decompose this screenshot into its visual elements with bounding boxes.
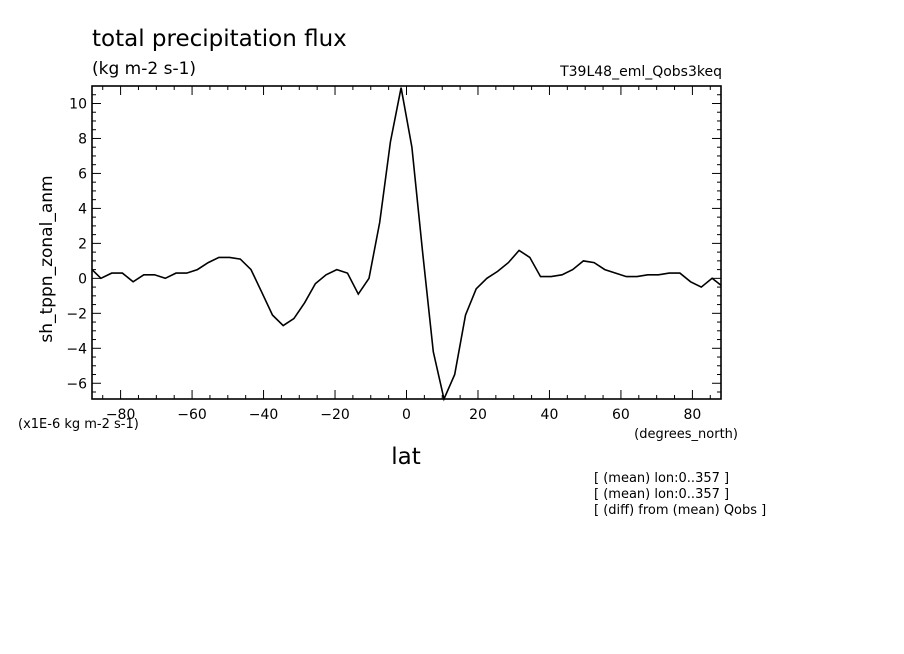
- experiment-label: T39L48_eml_Qobs3keq: [559, 64, 722, 80]
- axis-ticks: [92, 86, 721, 399]
- x-tick-labels: −80 −60 −40 −20 0 20 40 60 80: [106, 407, 702, 423]
- y-tick-label: −4: [66, 341, 87, 357]
- x-tick-label: 80: [683, 407, 701, 423]
- y-tick-label: 8: [78, 131, 87, 147]
- x-tick-label: 0: [402, 407, 411, 423]
- y-tick-label: 2: [78, 236, 87, 252]
- y-tick-label: −2: [66, 306, 87, 322]
- series-line: [91, 87, 722, 402]
- note-line-3: [ (diff) from (mean) Qobs ]: [594, 503, 766, 518]
- x-tick-label: 60: [612, 407, 630, 423]
- chart-units: (kg m-2 s-1): [92, 59, 196, 79]
- y-tick-label: 0: [78, 271, 87, 287]
- y-axis-label: sh_tppn_zonal_anm: [37, 175, 57, 342]
- x-tick-label: −60: [177, 407, 207, 423]
- x-tick-label: 20: [469, 407, 487, 423]
- note-line-1: [ (mean) lon:0..357 ]: [594, 471, 729, 486]
- y-tick-labels: −6 −4 −2 0 2 4 6 8 10: [66, 96, 87, 392]
- x-tick-label: −80: [106, 407, 136, 423]
- y-scale-note: (x1E-6 kg m-2 s-1): [18, 417, 139, 432]
- y-tick-label: −6: [66, 376, 87, 392]
- x-units-label: (degrees_north): [634, 427, 738, 442]
- chart-title: total precipitation flux: [92, 26, 347, 52]
- y-tick-label: 4: [78, 201, 87, 217]
- y-tick-label: 10: [69, 96, 87, 112]
- x-tick-label: 40: [541, 407, 559, 423]
- note-line-2: [ (mean) lon:0..357 ]: [594, 487, 729, 502]
- x-tick-label: −20: [320, 407, 350, 423]
- y-tick-label: 6: [78, 166, 87, 182]
- x-axis-label: lat: [391, 444, 421, 470]
- plot-frame: [91, 85, 722, 400]
- x-tick-label: −40: [249, 407, 279, 423]
